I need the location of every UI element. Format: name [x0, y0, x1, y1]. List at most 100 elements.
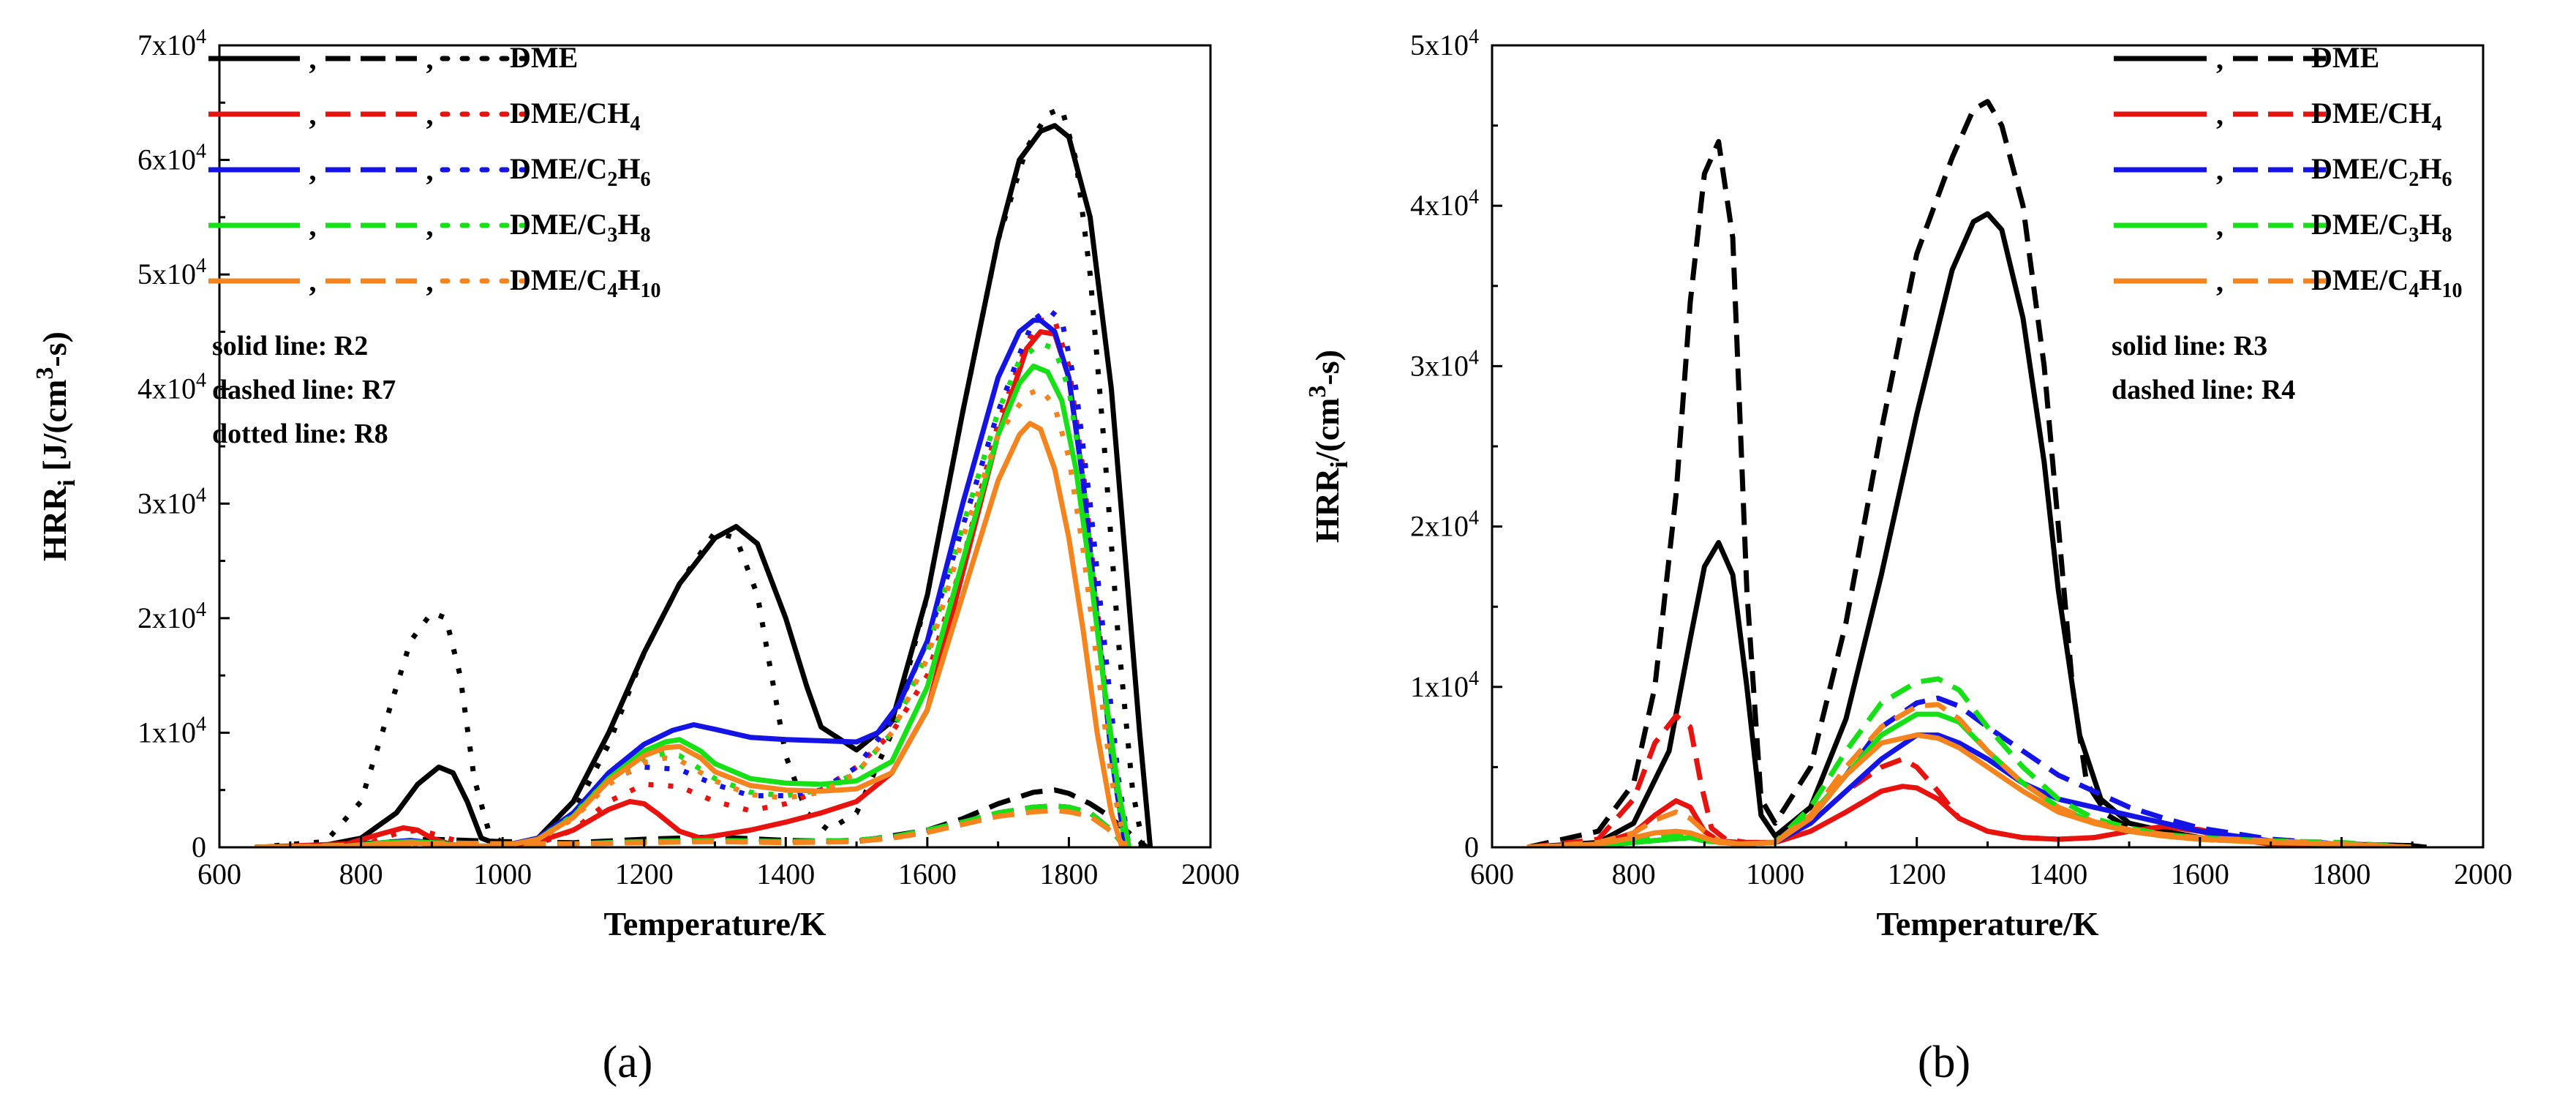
y-label-main: HRR — [1308, 468, 1346, 543]
legend-label-text: DME/C — [2311, 152, 2409, 185]
legend-separator: , — [2216, 265, 2223, 298]
legend-label-subscript: 6 — [2441, 168, 2452, 191]
y-tick-label-b-4: 4x104 — [1410, 186, 1479, 222]
y-tick-mantissa: 4x10 — [138, 372, 196, 405]
legend-label-subscript: 2 — [607, 168, 617, 191]
legend-label: DME/C2H6 — [510, 152, 650, 191]
y-tick-mantissa: 4x10 — [1410, 189, 1469, 222]
y-tick-mantissa: 6x10 — [138, 143, 196, 176]
y-tick-exponent: 4 — [196, 484, 206, 506]
y-tick-mantissa: 3x10 — [1410, 349, 1469, 382]
y-tick-exponent: 4 — [196, 26, 206, 48]
y-tick-exponent: 4 — [1469, 346, 1479, 369]
legend-label-text: DME — [2311, 41, 2379, 74]
legend-label-text: DME/C — [2311, 263, 2409, 296]
annotation-b-1: dashed line: R4 — [2112, 375, 2295, 405]
legend-separator: , — [426, 42, 434, 75]
legend-label: DME/C2H6 — [2311, 152, 2452, 191]
legend-label-text: H — [617, 208, 640, 241]
legend-label-subscript: 3 — [2409, 224, 2419, 247]
x-tick-label-b-1600: 1600 — [2171, 858, 2229, 890]
legend-label-subscript: 3 — [607, 224, 617, 247]
series-dme-ch4-r8-dotted-line — [255, 318, 1129, 847]
series-dme-r4-dashed-line — [1526, 99, 2413, 847]
y-tick-label-a-6: 6x104 — [138, 140, 206, 176]
series-dme-r3-solid-line — [1527, 211, 2427, 847]
legend-separator: , — [426, 209, 434, 242]
legend-item-a-3: ,, DME/C3H8 — [208, 208, 650, 247]
series-group-a — [255, 105, 1153, 847]
y-tick-label-b-2: 2x104 — [1410, 507, 1479, 543]
legend-label-subscript: 2 — [2409, 168, 2419, 191]
legend-label-text: DME — [510, 41, 578, 74]
x-tick-label-a-1000: 1000 — [473, 858, 532, 890]
y-tick-label-a-1: 1x104 — [138, 713, 206, 749]
legend-label-subscript: 6 — [640, 168, 650, 191]
legend-label: DME/CH4 — [510, 97, 640, 135]
x-tick-label-b-1400: 1400 — [2029, 858, 2087, 890]
y-tick-exponent: 4 — [196, 140, 206, 163]
y-tick-label-a-0: 0 — [192, 830, 206, 863]
y-tick-label-b-0: 0 — [1464, 830, 1479, 863]
y-tick-label-a-4: 4x104 — [138, 370, 206, 405]
legend-label-subscript: 10 — [640, 280, 660, 302]
y-tick-exponent: 4 — [1469, 507, 1479, 530]
y-tick-exponent: 4 — [196, 713, 206, 735]
y-tick-label-b-3: 3x104 — [1410, 346, 1479, 382]
legend-separator: , — [426, 154, 434, 187]
legend-separator: , — [2216, 209, 2223, 242]
y-axis-label-b: HRRi/(cm3-s) — [1304, 350, 1353, 543]
legend-label-text: H — [617, 152, 640, 185]
legend-label: DME/CH4 — [2311, 97, 2441, 135]
caption-b: (b) — [1918, 1038, 1970, 1087]
series-dme-r8-dotted-line — [255, 105, 1146, 847]
series-group-b — [1526, 99, 2427, 847]
legend-label: DME — [2311, 41, 2379, 74]
y-tick-label-a-7: 7x104 — [138, 26, 206, 61]
legend-separator: , — [2216, 42, 2223, 75]
x-tick-label-b-600: 600 — [1470, 858, 1514, 890]
y-label-unit-end: -s) — [1308, 350, 1346, 386]
y-axis-label-a: HRRi [J/(cm3-s) — [31, 331, 80, 561]
y-tick-label-b-5: 5x104 — [1410, 26, 1479, 61]
legend-label-text: DME/C — [2311, 208, 2409, 241]
y-tick-exponent: 4 — [1469, 667, 1479, 690]
legend-separator: , — [309, 98, 317, 131]
legend-label-subscript: 8 — [2441, 224, 2452, 247]
chart-panel-b: 600 800 1000 1200 1400 1600 1800 200001x1042x10… — [1304, 26, 2512, 942]
legend-item-b-3: , DME/C3H8 — [2114, 208, 2452, 247]
caption-a: (a) — [603, 1038, 653, 1087]
legend-label: DME/C3H8 — [510, 208, 650, 247]
legend-separator: , — [309, 42, 317, 75]
legend-label-subscript: 8 — [640, 224, 650, 247]
legend-separator: , — [2216, 154, 2223, 187]
y-tick-mantissa: 2x10 — [1410, 510, 1469, 543]
chart-panel-a: 600 800 1000 1200 1400 1600 1800 200001x1042x10… — [31, 26, 1240, 942]
legend-label: DME/C4H10 — [2311, 263, 2462, 302]
y-tick-exponent: 4 — [196, 370, 206, 392]
y-tick-mantissa: 2x10 — [138, 601, 196, 634]
legend-item-a-2: ,, DME/C2H6 — [208, 152, 650, 191]
y-tick-mantissa: 7x10 — [138, 29, 196, 61]
y-tick-label-a-3: 3x104 — [138, 484, 206, 520]
x-tick-label-a-1600: 1600 — [898, 858, 957, 890]
legend-label-text: DME/C — [510, 263, 607, 296]
legend-label-subscript: 4 — [2409, 280, 2419, 302]
y-tick-exponent: 4 — [196, 599, 206, 621]
legend-label-text: DME/CH — [2311, 97, 2431, 130]
y-tick-label-a-5: 5x104 — [138, 255, 206, 290]
y-label-unit-end: -s) — [36, 331, 73, 367]
annotation-b-0: solid line: R3 — [2112, 331, 2267, 361]
legend-item-a-4: ,, DME/C4H10 — [208, 263, 660, 302]
series-dme-r2-solid-line — [255, 123, 1153, 847]
series-dme-c4h10-r8-dotted-line — [255, 386, 1129, 847]
x-axis-label-a: Temperature/K — [603, 905, 826, 942]
legend-item-b-1: , DME/CH4 — [2114, 97, 2441, 135]
annotation-a-1: dashed line: R7 — [212, 375, 396, 405]
legend-label-text: H — [2419, 208, 2441, 241]
legend-label-subscript: 10 — [2441, 280, 2462, 302]
legend-label: DME — [510, 41, 578, 74]
legend-item-b-0: , DME — [2114, 41, 2379, 75]
y-label-unit: [J/(cm — [36, 380, 73, 480]
